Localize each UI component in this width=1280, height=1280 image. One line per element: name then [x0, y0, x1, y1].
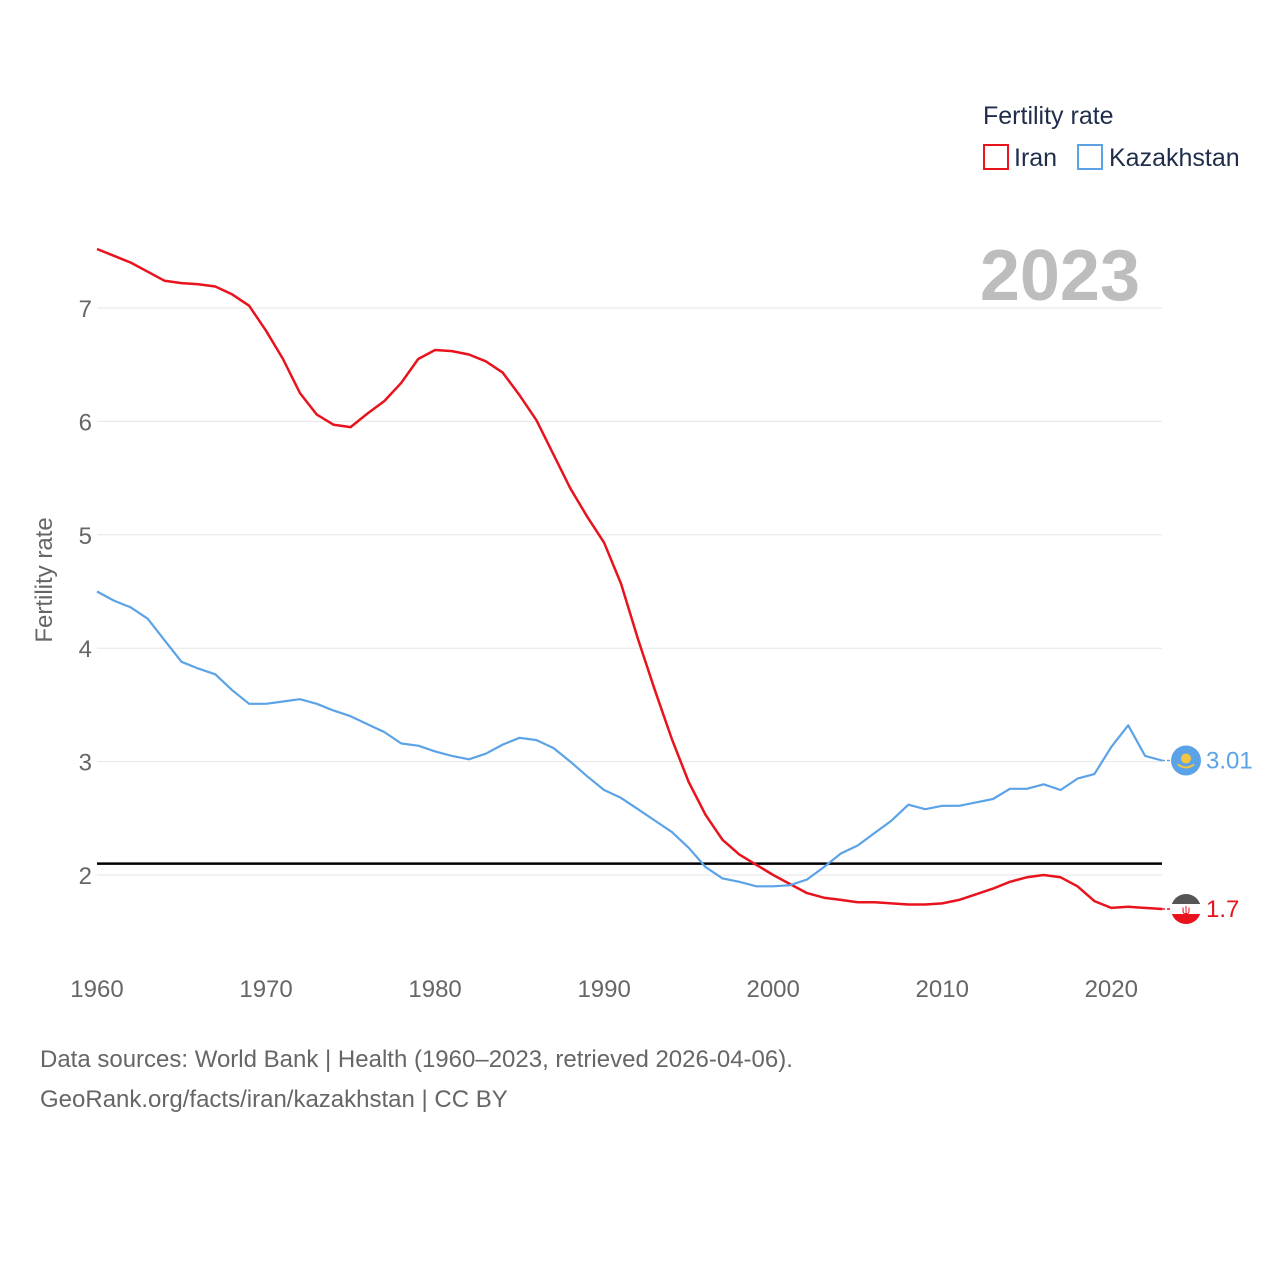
- series-line-iran: [96, 247, 1163, 911]
- kazakhstan-eagle-icon: [1177, 763, 1195, 769]
- iran-end-label: 1.7: [1206, 896, 1239, 923]
- legend-title: Fertility rate: [983, 102, 1114, 130]
- x-tick-label: 2000: [746, 976, 799, 1003]
- source-url-text[interactable]: GeoRank.org/facts/iran/kazakhstan | CC B…: [40, 1086, 508, 1113]
- iran-flag-bands: ψ: [1171, 894, 1201, 925]
- gridlines: [97, 307, 1162, 876]
- x-tick-label: 1980: [408, 976, 461, 1003]
- y-tick-label: 4: [79, 636, 92, 663]
- iran-emblem-icon: ψ: [1182, 903, 1191, 917]
- y-tick-label: 6: [79, 409, 92, 436]
- legend: Fertility rate Iran Kazakhstan: [983, 102, 1240, 172]
- y-tick-label: 7: [79, 296, 92, 323]
- legend-swatch-kazakhstan: [1077, 144, 1103, 170]
- footer: Data sources: World Bank | Health (1960–…: [40, 1040, 793, 1120]
- series-lines: [96, 247, 1163, 911]
- y-axis-title: Fertility rate: [31, 517, 58, 642]
- series-line-kazakhstan: [96, 590, 1163, 888]
- iran-end-marker: 1.7 ψ: [1162, 894, 1239, 925]
- y-tick-label: 2: [79, 863, 92, 890]
- kazakhstan-end-label: 3.01: [1206, 747, 1253, 774]
- x-tick-label: 1990: [577, 976, 630, 1003]
- y-tick-label: 3: [79, 750, 92, 777]
- kazakhstan-sun-icon: [1181, 753, 1191, 764]
- legend-label-kazakhstan: Kazakhstan: [1109, 144, 1240, 172]
- x-tick-label: 2010: [916, 976, 969, 1003]
- kazakhstan-end-marker: 3.01: [1162, 745, 1253, 776]
- x-axis-ticks: 1960 1970 1980 1990 2000 2010 2020: [70, 976, 1138, 1003]
- y-tick-label: 5: [79, 523, 92, 550]
- x-tick-label: 1960: [70, 976, 123, 1003]
- year-label: 2023: [980, 236, 1140, 316]
- x-tick-label: 1970: [239, 976, 292, 1003]
- legend-label-iran: Iran: [1014, 144, 1057, 172]
- x-tick-label: 2020: [1085, 976, 1138, 1003]
- legend-swatch-iran: [983, 144, 1009, 170]
- y-axis-ticks: 2 3 4 5 6 7: [79, 296, 92, 890]
- data-source-text: Data sources: World Bank | Health (1960–…: [40, 1046, 793, 1073]
